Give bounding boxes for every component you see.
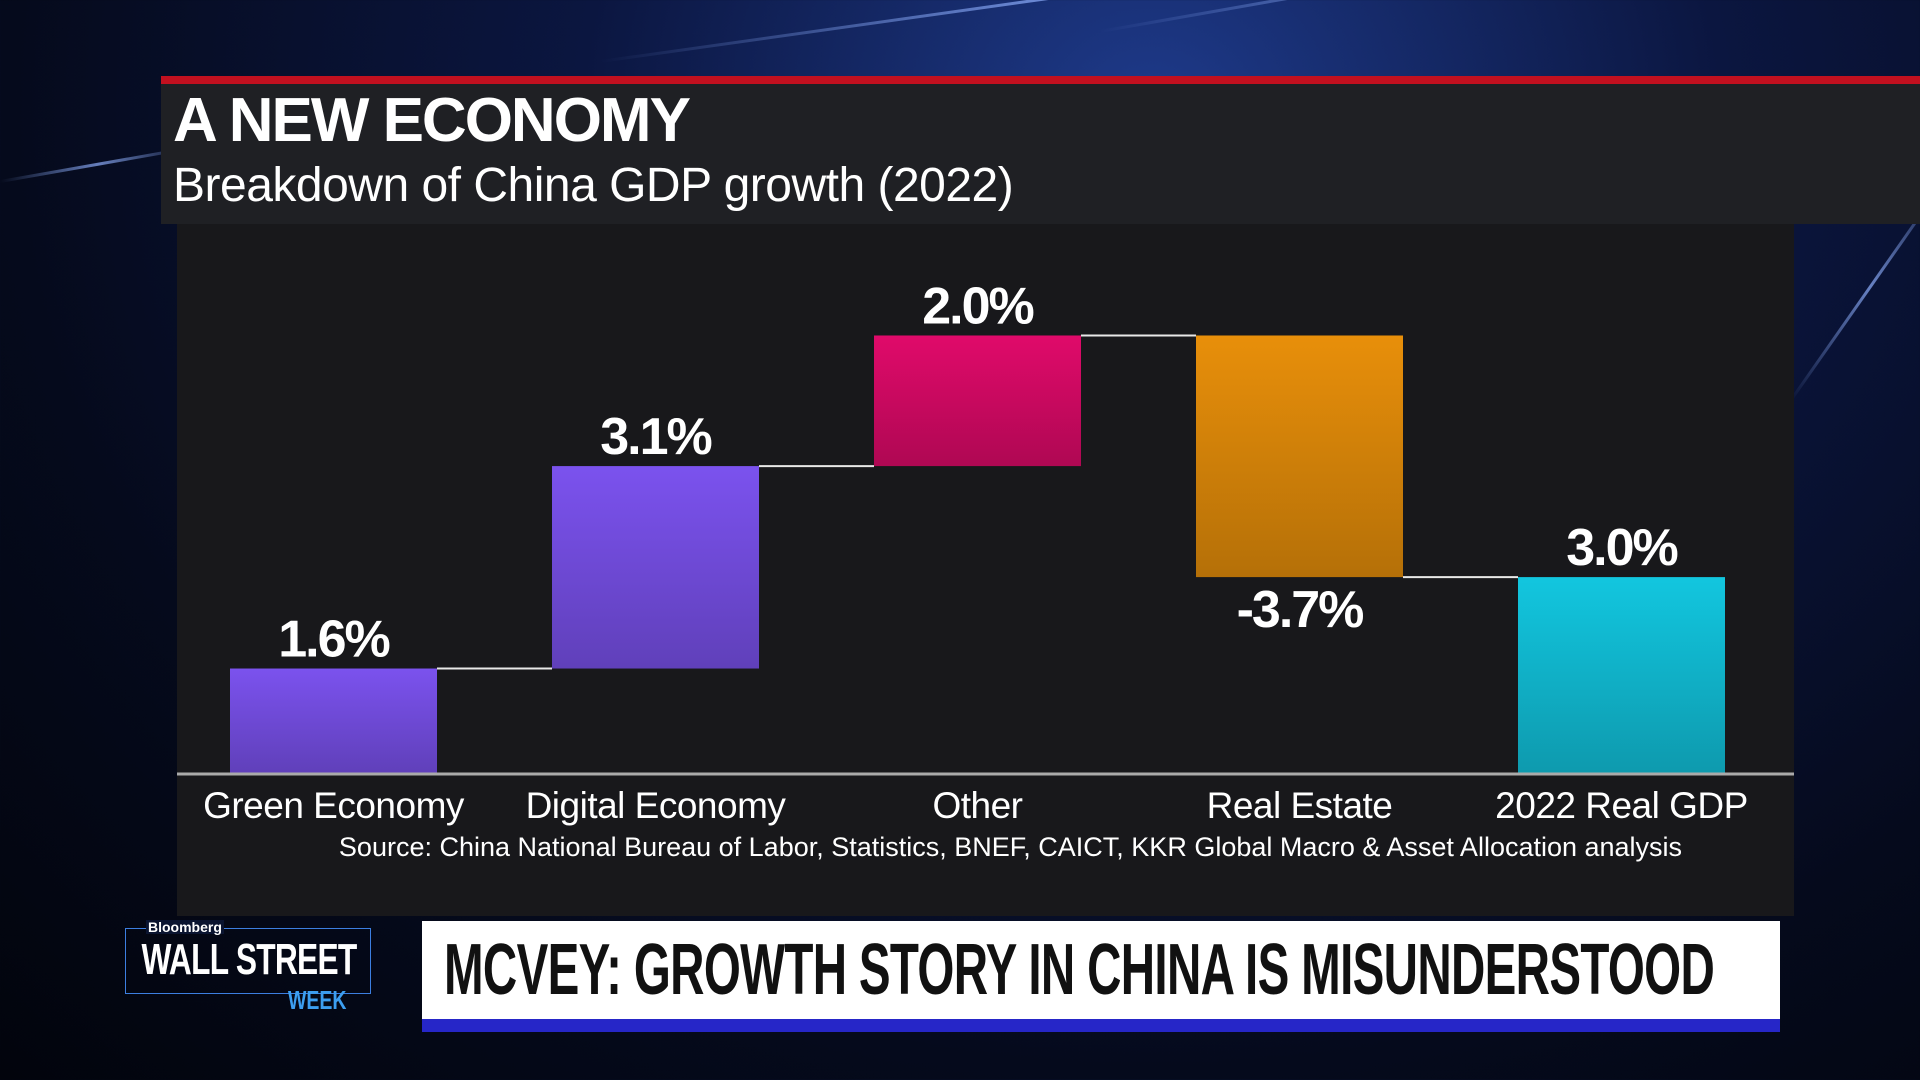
bar-green-economy [230, 668, 437, 773]
category-label: Real Estate [1206, 785, 1393, 826]
bar-other [874, 335, 1081, 467]
logo-main: WALL STREET [141, 935, 357, 984]
background-streak [1099, 0, 1790, 33]
data-label: -3.7% [1237, 581, 1364, 639]
chart-header: A NEW ECONOMY Breakdown of China GDP gro… [161, 84, 1920, 224]
bar-real-estate [1196, 335, 1403, 578]
data-label: 2.0% [922, 277, 1033, 335]
bar-digital-economy [552, 466, 759, 669]
headline-banner: MCVEY: GROWTH STORY IN CHINA IS MISUNDER… [422, 921, 1780, 1019]
chart-source: Source: China National Bureau of Labor, … [338, 832, 1683, 862]
chart-title: A NEW ECONOMY [173, 86, 691, 155]
logo-sub: WEEK [288, 985, 347, 1015]
chart-panel: 1.6% 3.1% 2.0% -3.7% 3.0% Green Economy Digit… [177, 224, 1794, 916]
category-label: Other [932, 785, 1023, 826]
category-label: Digital Economy [525, 785, 786, 826]
data-label: 3.0% [1566, 519, 1677, 577]
waterfall-chart: 1.6% 3.1% 2.0% -3.7% 3.0% [177, 277, 1794, 776]
category-label: Green Economy [203, 785, 464, 826]
logo-brand: Bloomberg [146, 919, 224, 935]
headline-text: MCVEY: GROWTH STORY IN CHINA IS MISUNDER… [444, 930, 1715, 1010]
data-label: 3.1% [600, 408, 711, 466]
headline-accent-bar [422, 1019, 1780, 1032]
wall-street-week-logo: Bloomberg WALL STREET WEEK [125, 920, 371, 1013]
category-label: 2022 Real GDP [1495, 785, 1748, 826]
header-accent-bar [161, 76, 1920, 84]
data-label: 1.6% [278, 611, 389, 669]
background-streak [599, 0, 1492, 63]
bar-2022-real-gdp [1518, 577, 1725, 773]
chart-subtitle: Breakdown of China GDP growth (2022) [173, 159, 1014, 212]
